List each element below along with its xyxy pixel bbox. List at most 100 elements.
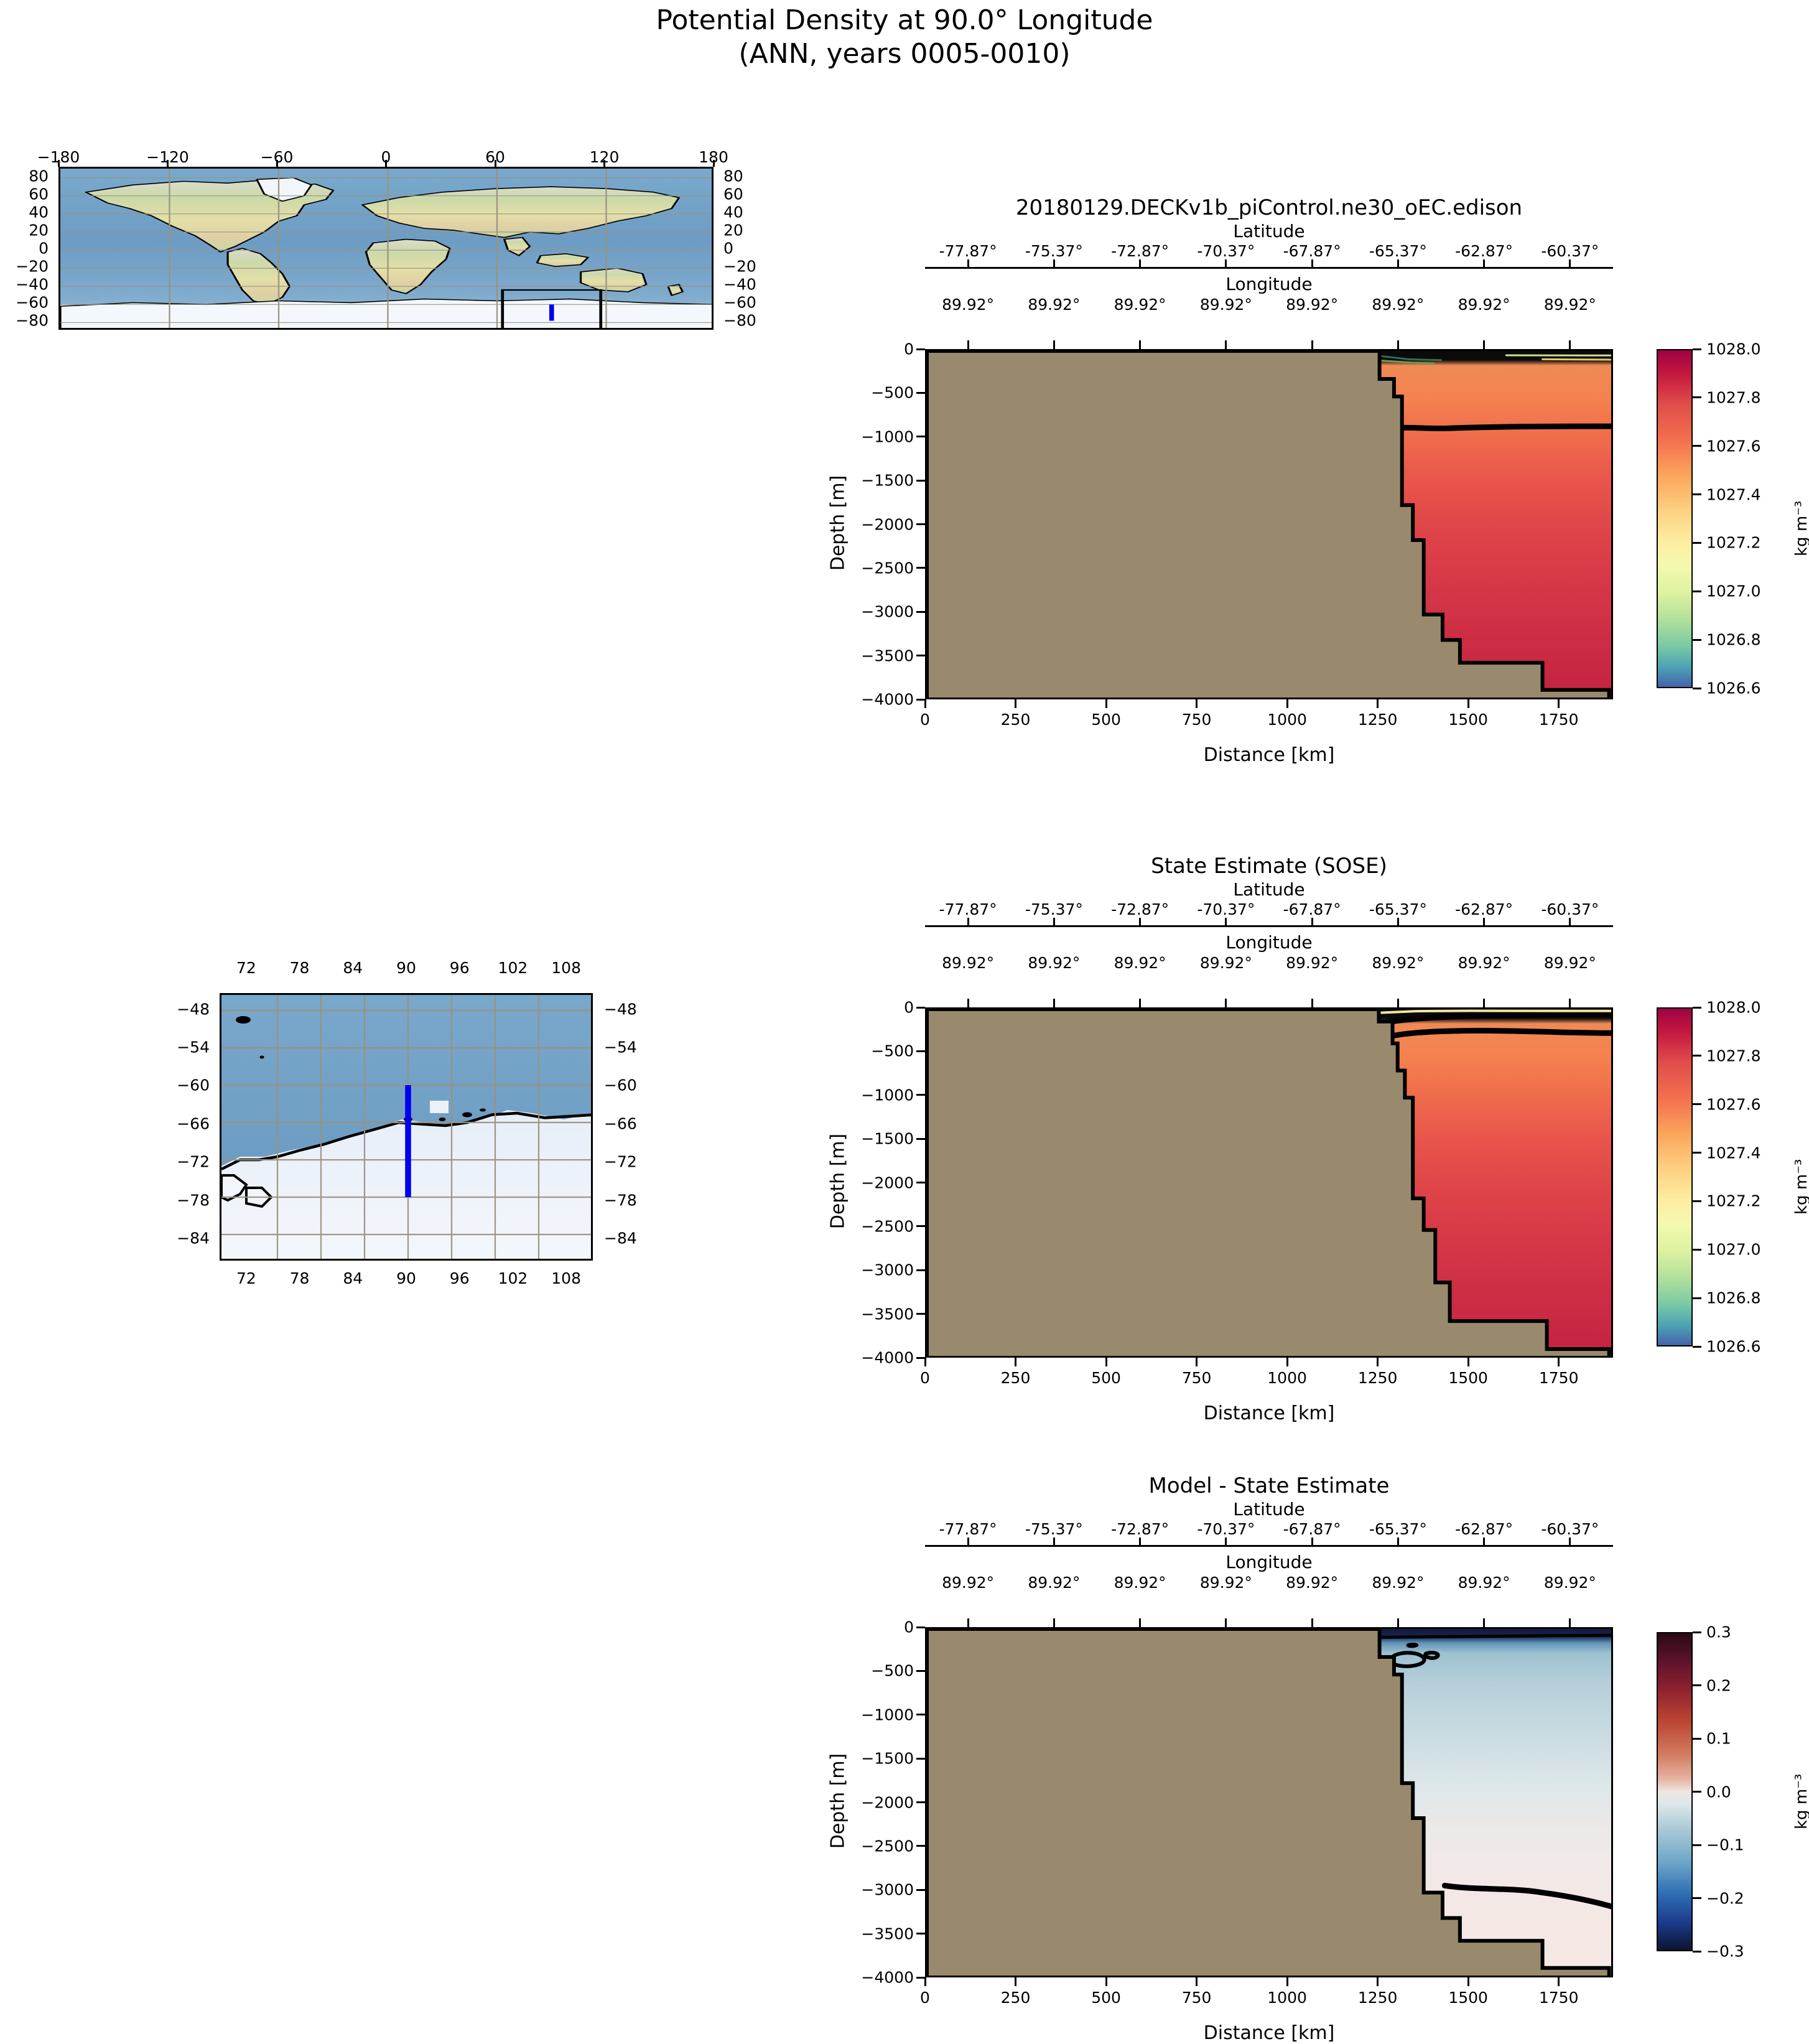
colorbar-tickmark-sose: [1693, 1345, 1701, 1348]
depth-tick-sose: −500: [871, 1042, 914, 1060]
latitude-tick-model: -62.87°: [1455, 242, 1514, 260]
longitude-tickmark-difference: [967, 1618, 969, 1627]
section-plot-difference[interactable]: [925, 1627, 1613, 1977]
depth-tickmark-model: [916, 655, 925, 657]
global-map-ytick-right: −20: [723, 257, 756, 276]
depth-tickmark-model: [916, 348, 925, 350]
colorbar-tickmark-model: [1693, 493, 1701, 496]
latitude-tickmark-difference: [1225, 1538, 1227, 1546]
global-map-ytick-left: 0: [39, 239, 49, 258]
latitude-tick-sose: -60.37°: [1541, 900, 1599, 918]
depth-tickmark-sose: [916, 1356, 925, 1359]
distance-tickmark-sose: [1467, 1358, 1469, 1366]
depth-tickmark-model: [916, 610, 925, 613]
global-map-ytick-right: 0: [723, 239, 733, 258]
figure-title-line1: Potential Density at 90.0° Longitude: [656, 4, 1153, 36]
longitude-tickmark-model: [967, 340, 969, 349]
contours-difference: [927, 1629, 1611, 1976]
colorbar-tick-difference: 0.3: [1706, 1623, 1731, 1641]
colorbar-tick-sose: 1026.8: [1706, 1289, 1761, 1307]
longitude-tick-sose: 89.92°: [1028, 954, 1081, 972]
colorbar-tick-model: 1028.0: [1706, 340, 1761, 358]
distance-tick-model: 1000: [1267, 711, 1307, 729]
colorbar-tick-difference: 0.2: [1706, 1676, 1731, 1694]
regional-map-image[interactable]: [220, 993, 593, 1261]
depth-tickmark-model: [916, 698, 925, 701]
distance-tickmark-sose: [1015, 1358, 1017, 1366]
distance-axis-label-difference: Distance [km]: [1203, 2022, 1335, 2044]
distance-tick-sose: 500: [1091, 1369, 1121, 1387]
global-map-ytick-right: 20: [723, 221, 743, 240]
distance-tick-model: 250: [1000, 711, 1031, 729]
latitude-tick-difference: -70.37°: [1197, 1520, 1255, 1538]
longitude-tick-sose: 89.92°: [1286, 954, 1339, 972]
depth-tickmark-sose: [916, 1269, 925, 1271]
regional-map-ytick-right: −72: [604, 1152, 637, 1171]
depth-tickmark-model: [916, 436, 925, 438]
distance-tickmark-difference: [1377, 1977, 1379, 1986]
longitude-tickmark-difference: [1139, 1618, 1142, 1627]
depth-tickmark-model: [916, 523, 925, 525]
regional-map-xtick-top: 72: [236, 959, 256, 977]
longitude-tickmark-difference: [1311, 1618, 1313, 1627]
distance-tickmark-difference: [1196, 1977, 1198, 1986]
distance-tickmark-sose: [1105, 1358, 1107, 1366]
longitude-tick-difference: 89.92°: [1458, 1574, 1510, 1592]
depth-tick-difference: −2500: [861, 1837, 914, 1855]
latitude-tick-sose: -67.87°: [1283, 900, 1341, 918]
regional-map-xtick-top: 90: [396, 959, 416, 977]
latitude-tickmark-model: [1483, 259, 1486, 268]
regional-map-xtick-top: 102: [498, 959, 528, 977]
distance-tickmark-sose: [1196, 1358, 1198, 1366]
global-map-image[interactable]: [58, 167, 714, 330]
longitude-tickmark-difference: [1483, 1618, 1486, 1627]
colorbar-tick-sose: 1027.2: [1706, 1192, 1761, 1210]
colorbar-tickmark-sose: [1693, 1103, 1701, 1106]
latitude-tickmark-sose: [967, 918, 969, 926]
longitude-tick-difference: 89.92°: [1114, 1574, 1166, 1592]
distance-axis-label-model: Distance [km]: [1203, 744, 1335, 766]
distance-tick-sose: 1000: [1267, 1369, 1307, 1387]
longitude-tick-sose: 89.92°: [1543, 954, 1596, 972]
colorbar-model[interactable]: [1657, 349, 1693, 688]
global-map-ytick-left: 40: [29, 203, 49, 222]
regional-map-ytick-right: −84: [604, 1229, 637, 1248]
longitude-tick-difference: 89.92°: [1543, 1574, 1596, 1592]
colorbar-tick-sose: 1027.6: [1706, 1095, 1761, 1114]
longitude-tick-model: 89.92°: [1372, 296, 1425, 314]
depth-tick-sose: −3500: [861, 1305, 914, 1323]
global-map-ytick-left: −80: [16, 311, 49, 330]
regional-map-svg: [221, 995, 591, 1259]
colorbar-tickmark-difference: [1693, 1950, 1701, 1953]
colorbar-tickmark-model: [1693, 541, 1701, 544]
depth-tickmark-difference: [916, 1757, 925, 1760]
global-map-ytick-right: −60: [723, 293, 756, 312]
distance-tick-difference: 500: [1091, 1989, 1121, 2007]
depth-tick-difference: −3500: [861, 1925, 914, 1943]
distance-tickmark-difference: [1467, 1977, 1469, 1986]
depth-tick-difference: −4000: [861, 1968, 914, 1987]
depth-tick-model: −4000: [861, 690, 914, 709]
longitude-tick-sose: 89.92°: [1458, 954, 1510, 972]
depth-tick-difference: −1000: [861, 1706, 914, 1724]
global-map-svg: [60, 169, 712, 328]
colorbar-tick-difference: −0.1: [1706, 1836, 1744, 1854]
section-plot-model[interactable]: [925, 349, 1613, 699]
longitude-tick-difference: 89.92°: [1286, 1574, 1339, 1592]
colorbar-difference[interactable]: [1657, 1632, 1693, 1951]
colorbar-tick-difference: −0.3: [1706, 1942, 1744, 1961]
colorbar-sose[interactable]: [1657, 1007, 1693, 1346]
section-plot-sose[interactable]: [925, 1007, 1613, 1358]
distance-tickmark-model: [1196, 699, 1198, 708]
latitude-tickmark-sose: [1483, 918, 1486, 926]
global-map-ytick-right: 60: [723, 185, 743, 203]
longitude-axis-label-model: Longitude: [1225, 274, 1313, 294]
regional-map-xtick-bottom: 78: [289, 1269, 310, 1287]
distance-tickmark-difference: [1015, 1977, 1017, 1986]
regional-map-ytick-left: −78: [177, 1191, 210, 1210]
global-map-xtickmark: [385, 160, 387, 167]
longitude-tick-sose: 89.92°: [1372, 954, 1425, 972]
latitude-axis-spine-sose: [925, 925, 1613, 927]
figure-title-line2: (ANN, years 0005-0010): [738, 37, 1071, 70]
longitude-tickmark-model: [1569, 340, 1571, 349]
